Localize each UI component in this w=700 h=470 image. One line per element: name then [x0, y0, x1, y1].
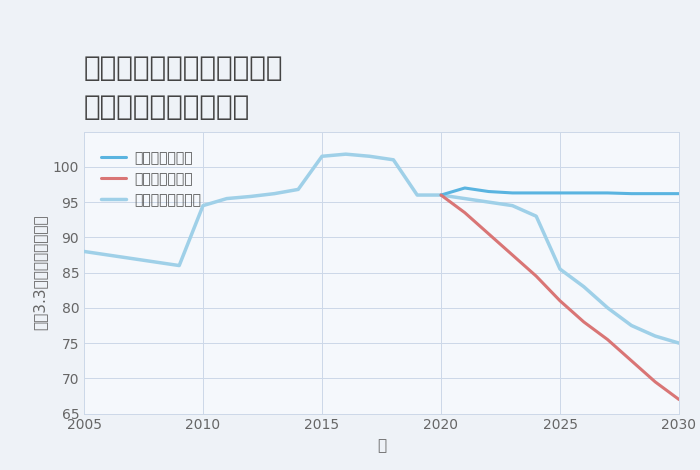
ノーマルシナリオ: [484, 199, 493, 205]
バッドシナリオ: [675, 397, 683, 402]
Legend: グッドシナリオ, バッドシナリオ, ノーマルシナリオ: グッドシナリオ, バッドシナリオ, ノーマルシナリオ: [97, 147, 206, 211]
ノーマルシナリオ: [294, 187, 302, 192]
バッドシナリオ: [532, 273, 540, 279]
Line: グッドシナリオ: グッドシナリオ: [441, 188, 679, 195]
ノーマルシナリオ: [532, 213, 540, 219]
ノーマルシナリオ: [413, 192, 421, 198]
グッドシナリオ: [580, 190, 588, 196]
グッドシナリオ: [437, 192, 445, 198]
Line: ノーマルシナリオ: ノーマルシナリオ: [84, 154, 679, 343]
グッドシナリオ: [651, 191, 659, 196]
グッドシナリオ: [461, 185, 469, 191]
グッドシナリオ: [627, 191, 636, 196]
バッドシナリオ: [461, 210, 469, 215]
Line: バッドシナリオ: バッドシナリオ: [441, 195, 679, 400]
Text: 愛知県豊橋市石巻西川町の
中古戸建ての価格推移: 愛知県豊橋市石巻西川町の 中古戸建ての価格推移: [84, 54, 284, 121]
X-axis label: 年: 年: [377, 438, 386, 453]
グッドシナリオ: [603, 190, 612, 196]
バッドシナリオ: [627, 358, 636, 364]
ノーマルシナリオ: [603, 305, 612, 311]
バッドシナリオ: [580, 319, 588, 325]
ノーマルシナリオ: [318, 153, 326, 159]
ノーマルシナリオ: [199, 203, 207, 209]
ノーマルシナリオ: [675, 340, 683, 346]
ノーマルシナリオ: [508, 203, 517, 209]
バッドシナリオ: [484, 231, 493, 236]
グッドシナリオ: [675, 191, 683, 196]
ノーマルシナリオ: [246, 194, 255, 199]
ノーマルシナリオ: [104, 252, 112, 258]
バッドシナリオ: [651, 379, 659, 384]
ノーマルシナリオ: [223, 196, 231, 201]
ノーマルシナリオ: [627, 323, 636, 329]
ノーマルシナリオ: [175, 263, 183, 268]
ノーマルシナリオ: [127, 256, 136, 261]
ノーマルシナリオ: [556, 266, 564, 272]
Y-axis label: 坪（3.3㎡）単価（万円）: 坪（3.3㎡）単価（万円）: [32, 215, 47, 330]
ノーマルシナリオ: [389, 157, 398, 163]
バッドシナリオ: [508, 252, 517, 258]
グッドシナリオ: [484, 188, 493, 195]
ノーマルシナリオ: [365, 153, 374, 159]
ノーマルシナリオ: [580, 284, 588, 290]
ノーマルシナリオ: [151, 259, 160, 265]
グッドシナリオ: [508, 190, 517, 196]
バッドシナリオ: [437, 192, 445, 198]
ノーマルシナリオ: [270, 191, 279, 196]
バッドシナリオ: [603, 337, 612, 342]
ノーマルシナリオ: [461, 196, 469, 201]
ノーマルシナリオ: [342, 151, 350, 157]
ノーマルシナリオ: [651, 333, 659, 339]
バッドシナリオ: [556, 298, 564, 304]
ノーマルシナリオ: [437, 192, 445, 198]
グッドシナリオ: [556, 190, 564, 196]
ノーマルシナリオ: [80, 249, 88, 254]
グッドシナリオ: [532, 190, 540, 196]
